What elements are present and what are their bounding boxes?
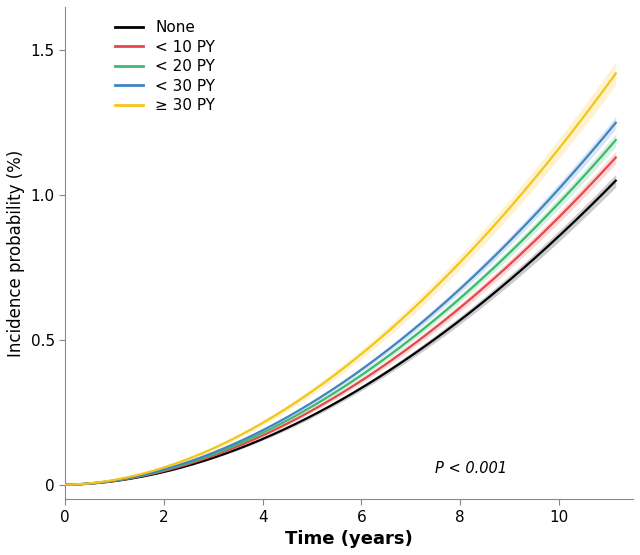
Legend: None, < 10 PY, < 20 PY, < 30 PY, ≥ 30 PY: None, < 10 PY, < 20 PY, < 30 PY, ≥ 30 PY <box>113 17 218 117</box>
X-axis label: Time (years): Time (years) <box>285 530 413 548</box>
Text: P < 0.001: P < 0.001 <box>435 461 508 476</box>
Y-axis label: Incidence probability (%): Incidence probability (%) <box>7 149 25 357</box>
